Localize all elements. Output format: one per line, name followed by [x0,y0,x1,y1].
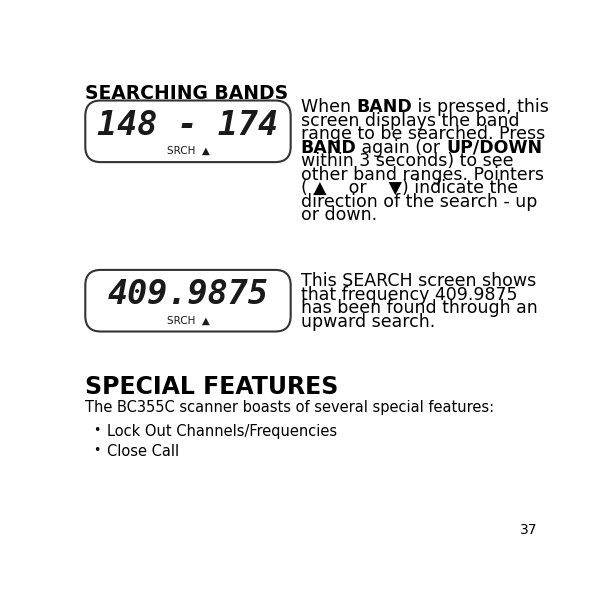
Text: 409.9875: 409.9875 [108,278,269,311]
Text: direction of the search - up: direction of the search - up [301,192,537,210]
Text: within 3 seconds) to see: within 3 seconds) to see [301,152,513,170]
Text: or down.: or down. [301,206,377,224]
Text: 148 - 174: 148 - 174 [97,109,278,142]
Text: When: When [301,98,356,116]
Text: The BC355C scanner boasts of several special features:: The BC355C scanner boasts of several spe… [85,400,494,415]
Text: again (or: again (or [356,139,446,157]
FancyBboxPatch shape [85,101,291,162]
Text: •: • [93,424,100,437]
Text: upward search.: upward search. [301,313,435,330]
Text: screen displays the band: screen displays the band [301,112,519,130]
Text: Lock Out Channels/Frequencies: Lock Out Channels/Frequencies [107,424,337,439]
Text: that frequency 409.9875: that frequency 409.9875 [301,286,517,303]
Text: ( ▲    or    ▼) indicate the: ( ▲ or ▼) indicate the [301,179,518,197]
Text: SRCH  ▲: SRCH ▲ [167,146,209,156]
Text: UP/DOWN: UP/DOWN [446,139,542,157]
Text: BAND: BAND [356,98,412,116]
FancyBboxPatch shape [85,270,291,332]
Text: has been found through an: has been found through an [301,299,537,317]
Text: •: • [93,444,100,457]
Text: SPECIAL FEATURES: SPECIAL FEATURES [85,375,339,400]
Text: Close Call: Close Call [107,444,179,459]
Text: 37: 37 [520,523,538,537]
Text: This SEARCH screen shows: This SEARCH screen shows [301,272,536,290]
Text: SRCH  ▲: SRCH ▲ [167,316,209,326]
Text: other band ranges. Pointers: other band ranges. Pointers [301,166,544,183]
Text: range to be searched. Press: range to be searched. Press [301,125,545,143]
Text: BAND: BAND [301,139,356,157]
Text: is pressed, this: is pressed, this [412,98,549,116]
Text: SEARCHING BANDS: SEARCHING BANDS [85,85,288,104]
